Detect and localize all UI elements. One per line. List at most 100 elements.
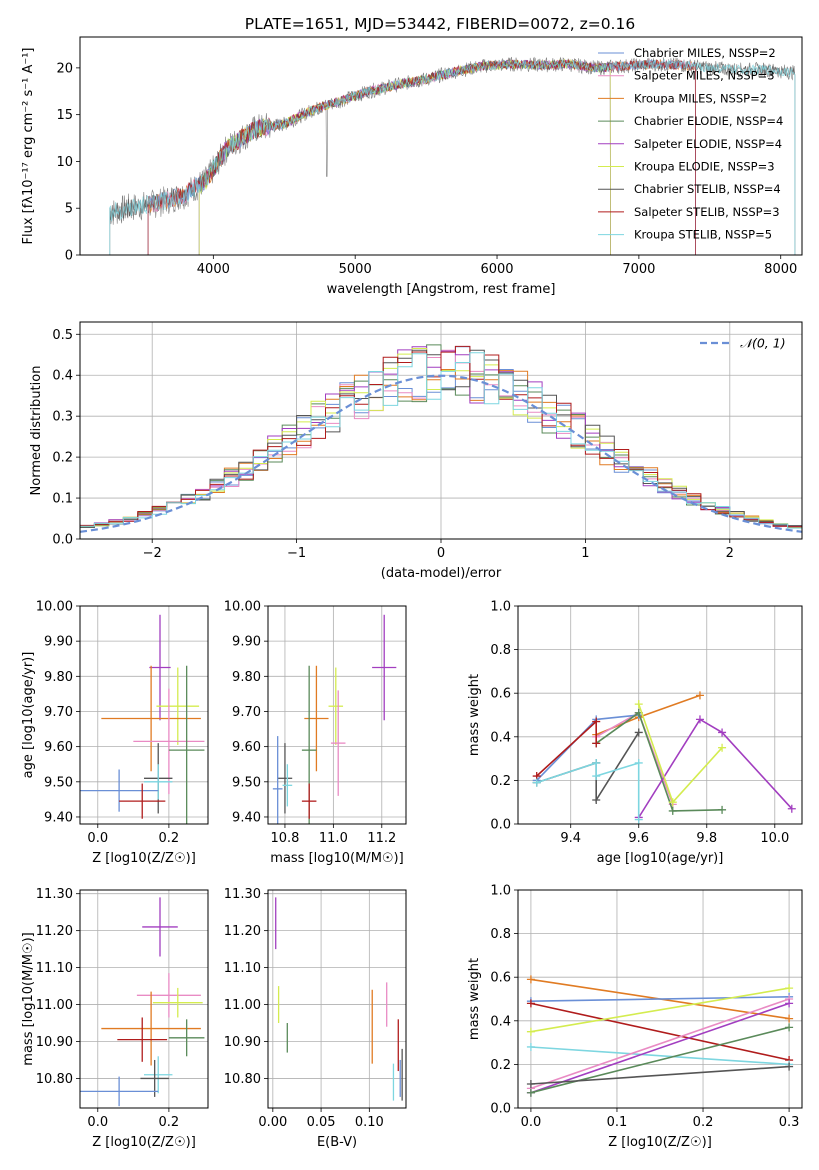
weight-marker-kroupa_stelib <box>592 758 601 767</box>
x-axis-label: Z [log10(Z/Z☉)] <box>92 851 196 866</box>
weight-marker-chabrier_stelib <box>785 1062 794 1071</box>
y-tick-label: 10.90 <box>224 1035 261 1050</box>
y-tick-label: 11.10 <box>36 961 73 976</box>
panel-mass_vs_ebv: 0.00 0.05 0.10 10.80 10.90 11.00 11.10 11.20 11.… <box>224 887 407 1150</box>
weight-marker-kroupa_elodie <box>668 798 677 807</box>
axes-frame <box>517 889 803 1109</box>
figure-title: PLATE=1651, MJD=53442, FIBERID=0072, z=0… <box>245 15 635 33</box>
x-tick-label: 0.0 <box>521 1115 542 1130</box>
plot-area <box>109 56 796 255</box>
weight-line-kroupa_stelib <box>530 1046 790 1066</box>
y-tick-label: 9.40 <box>232 810 261 825</box>
weight-marker-kroupa_elodie <box>526 1027 535 1036</box>
weight-line-chabrier_elodie <box>595 711 723 812</box>
y-tick-label: 10 <box>56 155 73 170</box>
y-tick-label: 0.6 <box>490 971 511 986</box>
y-tick-label: 0.0 <box>52 533 73 548</box>
weight-marker-salpeter_elodie <box>787 804 796 813</box>
axes-frame <box>267 889 407 1109</box>
x-tick-label: 0.2 <box>159 1115 180 1130</box>
x-tick-label: 9.4 <box>560 831 581 846</box>
weight-line-salpeter_miles <box>595 711 674 805</box>
weight-marker-kroupa_miles <box>785 1014 794 1023</box>
x-tick-label: 0.05 <box>307 1115 336 1130</box>
y-tick-label: 9.70 <box>232 705 261 720</box>
x-axis-label: (data-model)/error <box>381 566 502 581</box>
x-axis-label: Z [log10(Z/Z☉)] <box>608 1135 712 1150</box>
weight-marker-kroupa_elodie <box>634 700 643 709</box>
y-tick-label: 0.4 <box>490 730 511 745</box>
x-tick-label: 10.0 <box>760 831 789 846</box>
y-tick-label: 0.2 <box>490 1058 511 1073</box>
weight-marker-chabrier_stelib <box>526 1080 535 1089</box>
y-tick-label: 0.8 <box>490 643 511 658</box>
weight-marker-kroupa_stelib <box>532 778 541 787</box>
legend-label-salpeter_elodie: Salpeter ELODIE, NSSP=4 <box>634 137 782 151</box>
x-tick-label: 10.8 <box>270 831 299 846</box>
y-tick-label: 0.1 <box>52 492 73 507</box>
model-fit-salpeter_elodie <box>198 59 611 255</box>
y-tick-label: 5 <box>65 202 73 217</box>
weight-line-salpeter_stelib <box>536 719 597 777</box>
histogram-salpeter_stelib <box>80 345 802 528</box>
weight-line-chabrier_miles <box>530 996 790 1002</box>
weight-marker-salpeter_elodie <box>785 999 794 1008</box>
model-fit-salpeter_miles <box>147 59 696 255</box>
weight-line-salpeter_elodie <box>530 1002 790 1094</box>
weight-marker-kroupa_miles <box>526 975 535 984</box>
y-tick-label: 11.00 <box>224 998 261 1013</box>
model-fit-kroupa_miles <box>147 59 696 255</box>
plot-area <box>526 975 794 1097</box>
panel-mass_vs_Z: 0.0 0.2 10.80 10.90 11.00 11.10 11.20 11.30 Z [l… <box>21 887 209 1150</box>
weight-marker-salpeter_elodie <box>695 715 704 724</box>
weight-marker-chabrier_stelib <box>592 796 601 805</box>
y-tick-label: 0.2 <box>490 774 511 789</box>
x-axis-label: E(B-V) <box>317 1135 357 1150</box>
x-tick-label: 0 <box>437 546 445 561</box>
gaussian-curve <box>80 374 802 533</box>
y-axis-label: mass weight <box>467 958 482 1040</box>
legend-label-gaussian: 𝒩(0, 1) <box>740 336 786 351</box>
panel-spectrum: 4000 5000 6000 7000 8000 0 5 10 15 20 wavelength [… <box>21 36 803 297</box>
panel-age_vs_Z: 0.0 0.2 9.40 9.50 9.60 9.70 9.80 9.90 10.00 Z [lo… <box>21 600 209 866</box>
panel-age_vs_mass: 10.8 11.0 11.2 9.40 9.50 9.60 9.70 9.80 9.90 10.0… <box>224 600 407 866</box>
legend-label-salpeter_stelib: Salpeter STELIB, NSSP=3 <box>634 205 780 219</box>
weight-line-chabrier_miles <box>536 714 639 781</box>
weight-marker-chabrier_elodie <box>526 1088 535 1097</box>
y-tick-label: 10.80 <box>224 1072 261 1087</box>
y-tick-label: 9.90 <box>232 635 261 650</box>
x-tick-label: 11.2 <box>367 831 396 846</box>
weight-line-salpeter_miles <box>530 998 790 1090</box>
y-tick-label: 9.40 <box>44 810 73 825</box>
weight-marker-kroupa_stelib <box>634 815 643 824</box>
x-tick-label: 9.6 <box>628 831 649 846</box>
y-tick-label: 9.70 <box>44 705 73 720</box>
y-tick-label: 0.3 <box>52 410 73 425</box>
weight-marker-kroupa_stelib <box>526 1042 535 1051</box>
weight-marker-kroupa_miles <box>695 691 704 700</box>
plot-area <box>80 344 802 533</box>
y-tick-label: 9.60 <box>44 740 73 755</box>
axes-frame <box>79 36 803 256</box>
axes-frame <box>79 321 803 540</box>
y-tick-label: 0.5 <box>52 328 73 343</box>
panel-residuals: −2 −1 0 1 2 0.0 0.1 0.2 0.3 0.4 0.5 (data-model)/er… <box>29 321 803 581</box>
legend-label-chabrier_elodie: Chabrier ELODIE, NSSP=4 <box>634 114 783 128</box>
plot-area <box>80 897 205 1107</box>
legend-label-salpeter_miles: Salpeter MILES, NSSP=3 <box>634 69 775 83</box>
y-tick-label: 0.2 <box>52 451 73 466</box>
x-tick-label: 5000 <box>339 262 372 277</box>
legend: Chabrier MILES, NSSP=2 Salpeter MILES, NS… <box>598 46 783 242</box>
model-fit-kroupa_stelib <box>109 59 796 255</box>
x-tick-label: 6000 <box>480 262 513 277</box>
x-tick-label: 0.10 <box>355 1115 384 1130</box>
y-tick-label: 10.90 <box>36 1035 73 1050</box>
weight-marker-kroupa_stelib <box>592 772 601 781</box>
weight-marker-chabrier_elodie <box>785 1023 794 1032</box>
y-tick-label: 11.30 <box>36 887 73 902</box>
y-tick-label: 1.0 <box>490 884 511 899</box>
model-fit-chabrier_stelib <box>109 59 796 255</box>
x-tick-label: 0.2 <box>159 831 180 846</box>
y-tick-label: 1.0 <box>490 600 511 615</box>
y-tick-label: 0.4 <box>52 369 73 384</box>
